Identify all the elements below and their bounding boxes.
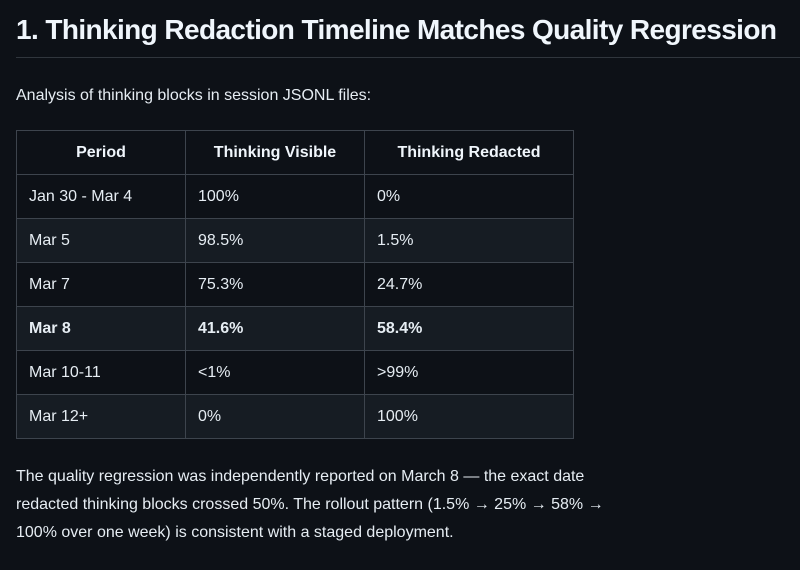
cell-visible: 100% (185, 174, 365, 219)
cell-visible: 41.6% (185, 306, 365, 351)
page-title: 1. Thinking Redaction Timeline Matches Q… (16, 12, 800, 58)
column-header-visible: Thinking Visible (185, 130, 365, 175)
cell-redacted: 24.7% (364, 262, 574, 307)
table-row-emphasized: Mar 8 41.6% 58.4% (16, 306, 574, 351)
cell-redacted: 58.4% (364, 306, 574, 351)
cell-redacted: >99% (364, 350, 574, 395)
footer-text-line: redacted thinking blocks crossed 50%. Th… (16, 496, 604, 513)
cell-period: Mar 8 (16, 306, 186, 351)
cell-visible: <1% (185, 350, 365, 395)
table-body: Jan 30 - Mar 4 100% 0% Mar 5 98.5% 1.5% … (16, 174, 574, 439)
column-header-redacted: Thinking Redacted (364, 130, 574, 175)
cell-visible: 0% (185, 394, 365, 439)
table-row: Mar 10-11 <1% >99% (16, 350, 574, 395)
cell-period: Jan 30 - Mar 4 (16, 174, 186, 219)
footer-text: The quality regression was independently… (16, 463, 786, 547)
cell-period: Mar 10-11 (16, 350, 186, 395)
header-row: Period Thinking Visible Thinking Redacte… (16, 130, 574, 175)
table-row: Jan 30 - Mar 4 100% 0% (16, 174, 574, 219)
intro-text: Analysis of thinking blocks in session J… (16, 87, 372, 104)
cell-period: Mar 7 (16, 262, 186, 307)
cell-redacted: 1.5% (364, 218, 574, 263)
thinking-redaction-table: Period Thinking Visible Thinking Redacte… (16, 130, 574, 439)
cell-period: Mar 12+ (16, 394, 186, 439)
table-row: Mar 12+ 0% 100% (16, 394, 574, 439)
cell-visible: 98.5% (185, 218, 365, 263)
cell-redacted: 100% (364, 394, 574, 439)
table-row: Mar 7 75.3% 24.7% (16, 262, 574, 307)
table-header: Period Thinking Visible Thinking Redacte… (16, 130, 574, 175)
footer-text-line: 100% over one week) is consistent with a… (16, 524, 454, 541)
table-row: Mar 5 98.5% 1.5% (16, 218, 574, 263)
cell-redacted: 0% (364, 174, 574, 219)
footer-text-line: The quality regression was independently… (16, 468, 585, 485)
column-header-period: Period (16, 130, 186, 175)
cell-visible: 75.3% (185, 262, 365, 307)
cell-period: Mar 5 (16, 218, 186, 263)
